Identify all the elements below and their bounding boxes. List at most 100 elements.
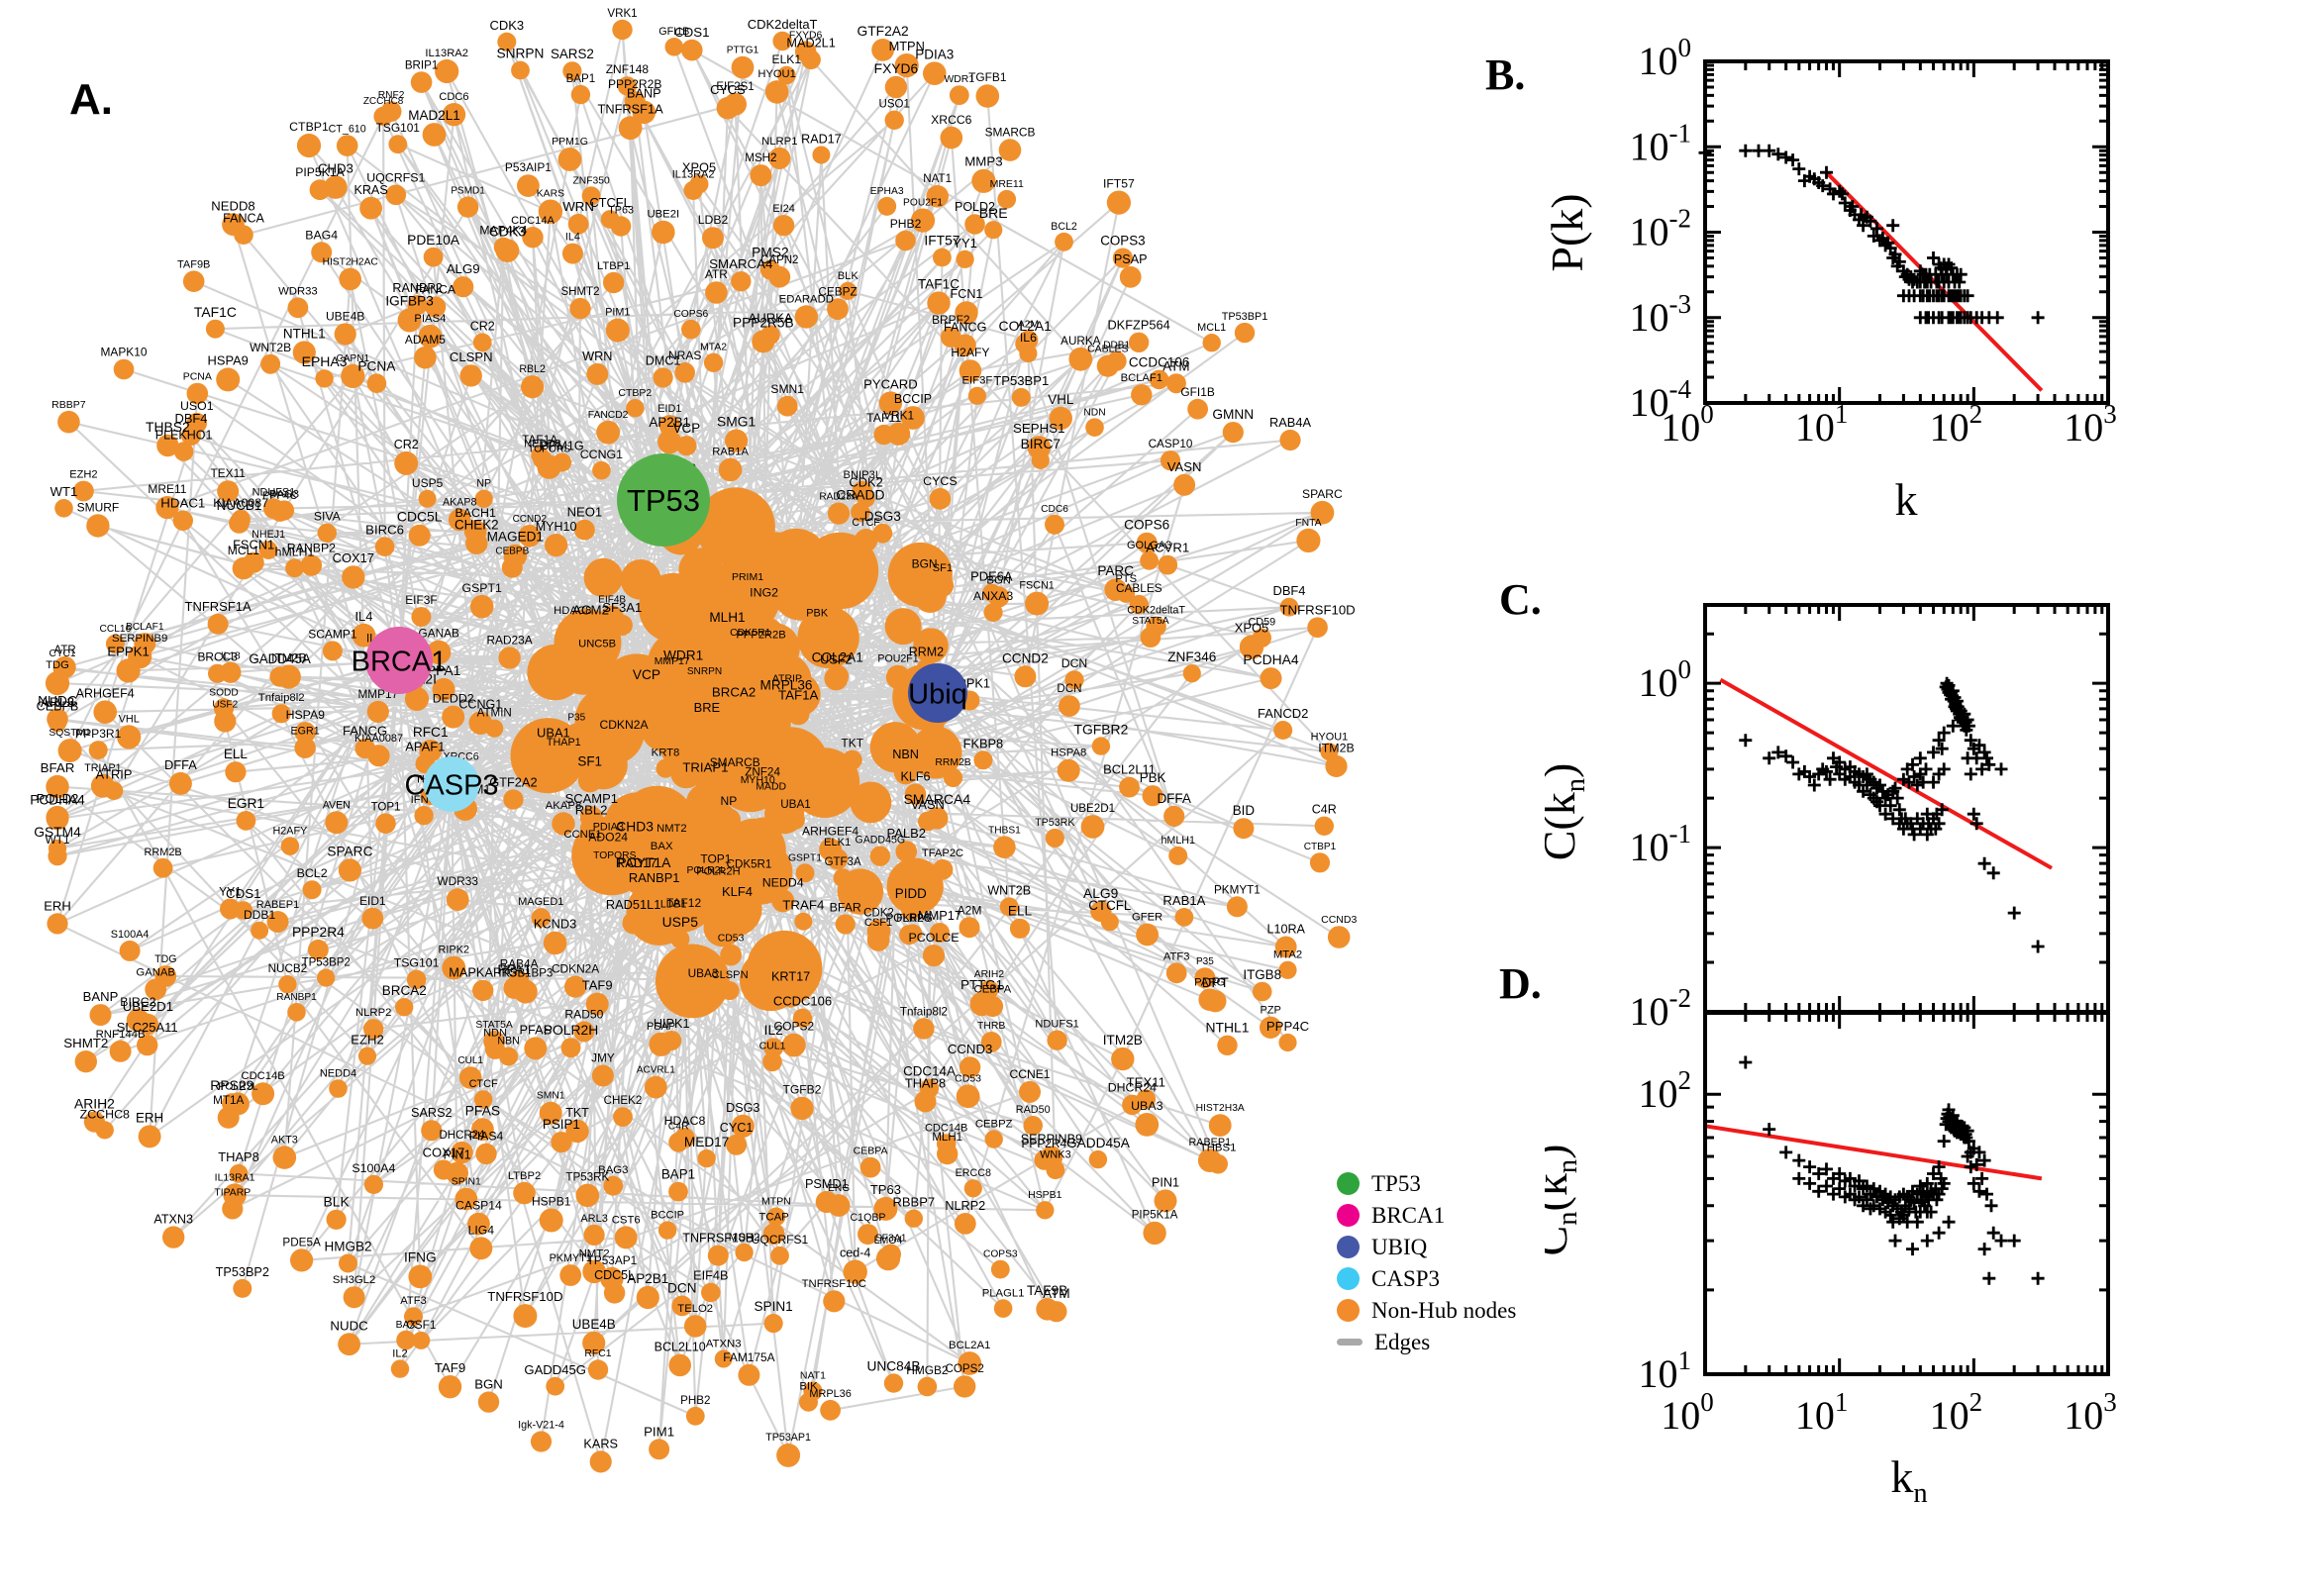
network-node [731,55,755,79]
network-node [251,921,269,940]
node-label: ITM2B [1103,1033,1143,1047]
network-node [456,196,479,218]
network-node [513,1304,538,1329]
node-label: CHEK2 [454,518,499,533]
node-label: DDB1 [1103,341,1130,351]
node-label: PDE5A [282,1236,321,1248]
node-label: PHB2 [680,1394,710,1407]
network-node [887,422,911,446]
node-label: TP53AP1 [765,1432,811,1444]
tick-label: 100 [1639,654,1692,705]
node-label: THAP8 [218,1149,259,1164]
network-node [1009,918,1031,939]
node-label: ced-4 [840,1246,870,1259]
network-node [213,698,235,719]
node-label: PIAS4 [414,313,446,325]
network-node [322,641,343,661]
network-node [582,1259,606,1284]
hub-label: TP53 [627,483,700,518]
node-label: RIPK2 [439,945,469,956]
network-node [1036,1298,1059,1321]
node-label: ELK1 [772,52,802,66]
network-node [636,1285,659,1310]
network-node [720,981,740,1001]
node-label: CABLES [1116,581,1162,595]
node-label: MED17 [684,1135,729,1149]
node-label: TP53RK [565,1171,609,1184]
node-label: BACH1 [455,506,496,520]
network-node [586,362,609,385]
node-label: SQSTM1 [49,728,91,739]
node-label: CDC5L [397,509,443,525]
node-label: FANCG [944,321,986,335]
network-node [851,502,870,523]
node-label: BCL2 [297,866,328,880]
network-node [553,452,572,472]
node-label: RRM2B [145,847,182,858]
node-label: SF1 [577,754,602,769]
node-label: CCNE1 [563,829,601,841]
node-label: HMGB2 [324,1240,371,1254]
network-node [1309,852,1331,873]
node-label: NBN [497,1036,519,1047]
node-label: SNRPN [687,666,722,677]
network-node [771,889,795,913]
network-node [1027,436,1052,459]
network-node [138,1125,161,1148]
node-label: TOPORS [593,850,636,861]
tick-label: 10-4 [1630,374,1692,425]
node-label: CCDC106 [1129,355,1190,370]
node-label: POLD2 [955,200,995,214]
node-label: RPS29 [210,1077,253,1093]
node-label: USP5 [412,476,444,490]
node-label: RAB4A [500,956,539,970]
node-label: XPO5 [1235,621,1268,636]
network-node [975,84,1000,108]
node-label: HMGB2 [906,1363,949,1377]
node-label: ATR [54,645,76,656]
node-label: BIRC2 [120,995,155,1009]
node-label: TNFRSF10C [802,1278,866,1290]
node-label: WRN [582,349,612,363]
node-label: PIAS4 [469,1130,504,1144]
node-label: RBBP7 [892,1195,935,1210]
network-node [724,769,746,790]
network-node [216,367,241,392]
network-node [668,1181,688,1202]
network-node [999,897,1019,917]
network-node [168,771,192,795]
node-label: JMY [591,1051,615,1065]
node-label: TOP1 [371,802,401,814]
network-node [338,858,361,882]
network-node [933,248,952,267]
network-node [649,1439,670,1460]
node-label: TAF9B [177,258,210,270]
node-label: BCL2L11 [1103,762,1156,777]
node-label: BCLAF1 [126,622,164,633]
network-node [1234,322,1256,344]
node-label: PSMD1 [805,1177,849,1191]
node-label: BAP1 [661,1167,695,1182]
network-node [294,737,316,758]
network-node [427,640,452,665]
node-label: UBA3 [688,966,719,980]
network-node [471,1118,494,1142]
legend-label: Non-Hub nodes [1371,1297,1517,1323]
hub-label: Ubiq [908,678,967,710]
node-label: CLSPN [450,349,493,364]
node-label: CDC14B [925,1122,967,1134]
node-label: BLK [323,1194,350,1210]
node-label: PKMYT1 [1214,883,1261,896]
node-label: MMP17 [918,908,961,923]
network-node [451,1141,473,1164]
network-node [724,92,747,116]
node-label: MLH1 [932,1132,962,1144]
network-node [359,196,382,220]
node-label: CDC6 [1041,504,1068,515]
network-node [408,524,431,547]
network-node [1252,981,1272,1002]
node-label: UQCRFS1 [366,171,425,185]
network-node [826,664,850,688]
network-node [842,749,862,770]
